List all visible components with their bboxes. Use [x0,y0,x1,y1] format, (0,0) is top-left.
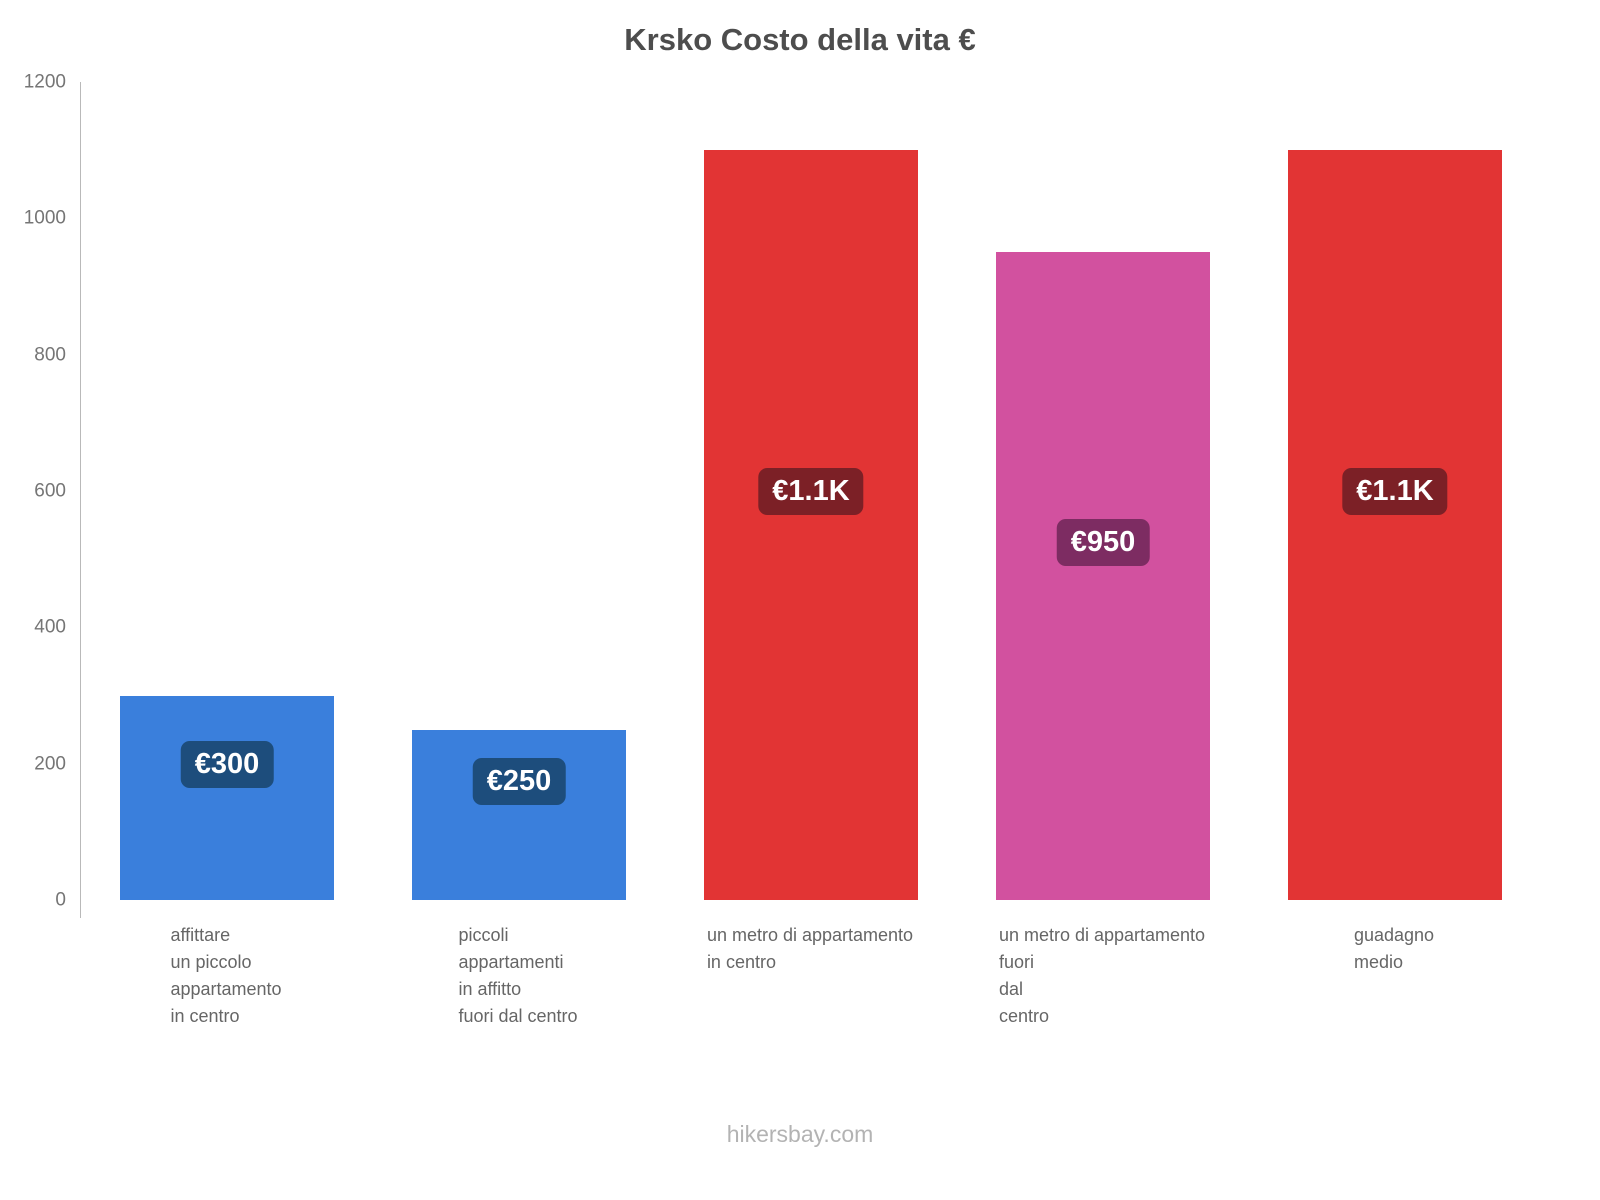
y-tick-label: 0 [55,889,66,911]
bar-value-badge: €950 [1056,519,1150,567]
plot-area: €300 €250 €1.1K €950 €1.1K [80,82,1541,918]
bar-slot: €950 [957,82,1249,900]
bar: €250 [412,729,626,900]
x-axis-labels: affittare un piccolo appartamento in cen… [80,922,1540,1030]
bar-value-badge: €1.1K [758,468,864,516]
x-axis-label: guadagno medio [1353,925,1435,972]
bar-slot: €300 [81,82,373,900]
chart-title: Krsko Costo della vita € [624,22,976,57]
bar-slot: €250 [373,82,665,900]
x-axis-label: un metro di appartamento fuori dal centr… [998,925,1206,1026]
bar-value-badge: €300 [180,740,274,788]
y-tick-label: 1200 [23,71,66,93]
x-axis-label: piccoli appartamenti in affitto fuori da… [458,925,578,1026]
y-tick-label: 400 [34,616,66,638]
y-tick-label: 1000 [23,207,66,229]
x-axis-label-cell: un metro di appartamento fuori dal centr… [956,922,1248,1030]
x-axis-label-cell: un metro di appartamento in centro [664,922,956,976]
x-axis-label: affittare un piccolo appartamento in cen… [170,925,282,1026]
bar: €950 [996,252,1210,900]
bar-slot: €1.1K [1249,82,1541,900]
bar-value-badge: €1.1K [1342,468,1448,516]
y-tick-label: 600 [34,480,66,502]
y-tick-label: 800 [34,344,66,366]
bar: €1.1K [704,150,918,900]
bar-slot: €1.1K [665,82,957,900]
x-axis-label-cell: affittare un piccolo appartamento in cen… [80,922,372,1030]
bar: €1.1K [1288,150,1502,900]
x-axis-label-cell: piccoli appartamenti in affitto fuori da… [372,922,664,1030]
bar-value-badge: €250 [472,757,566,805]
x-axis-label: un metro di appartamento in centro [706,925,914,972]
y-axis-zero-tick [80,900,81,918]
y-tick-label: 200 [34,753,66,775]
y-axis: 0 200 400 600 800 1000 1200 [0,73,70,910]
footer-text: hikersbay.com [726,1121,874,1147]
x-axis-label-cell: guadagno medio [1248,922,1540,976]
bar: €300 [120,695,334,900]
